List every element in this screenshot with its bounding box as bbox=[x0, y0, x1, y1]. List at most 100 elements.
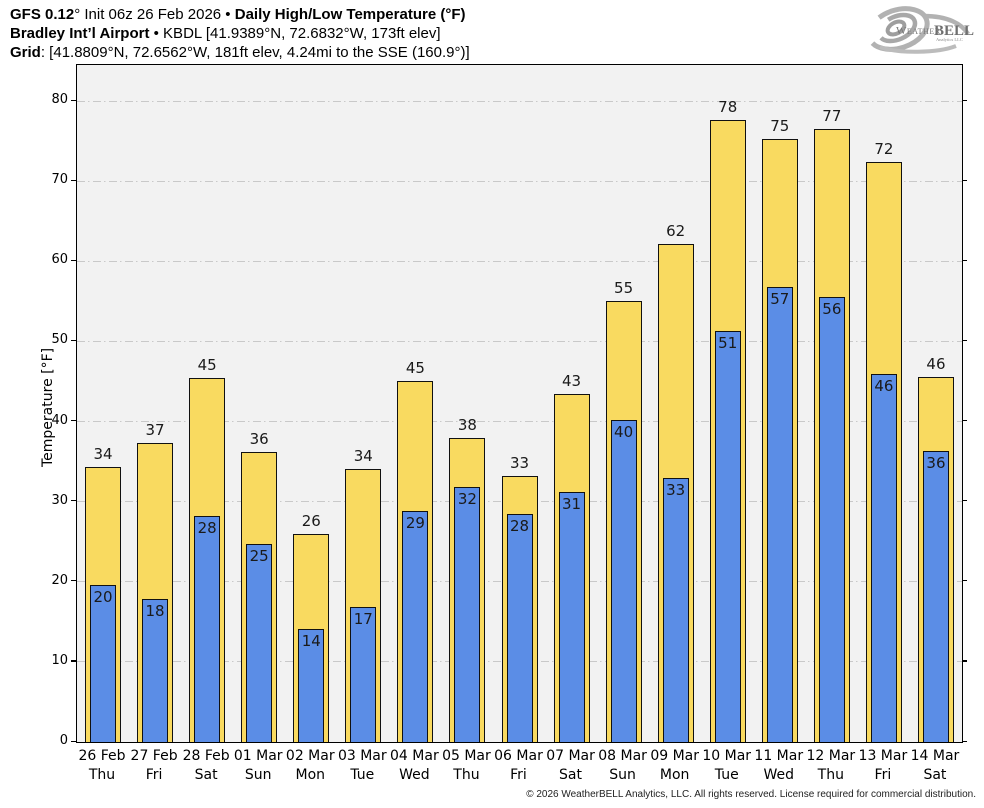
logo-bell-text: BELL bbox=[934, 23, 974, 39]
x-tick-day: Wed bbox=[763, 767, 795, 783]
low-value-label: 56 bbox=[822, 300, 842, 319]
y-tick-mark-right bbox=[962, 420, 967, 422]
y-tick-mark bbox=[71, 259, 76, 261]
low-bar bbox=[922, 451, 949, 742]
y-tick-mark-right bbox=[962, 740, 967, 742]
x-tick-date: 11 Mar bbox=[754, 748, 804, 764]
x-tick-day: Thu bbox=[453, 767, 480, 783]
y-tick-label: 20 bbox=[51, 572, 68, 588]
high-value-label: 62 bbox=[666, 222, 686, 241]
header-line-station: Bradley Int’l Airport • KBDL [41.9389°N,… bbox=[10, 24, 470, 43]
low-bar bbox=[90, 584, 117, 742]
station-name: Bradley Int’l Airport bbox=[10, 25, 150, 42]
y-tick-mark bbox=[71, 179, 76, 181]
high-value-label: 37 bbox=[145, 421, 165, 440]
y-tick-mark bbox=[71, 339, 76, 342]
high-value-label: 36 bbox=[249, 429, 269, 448]
low-value-label: 28 bbox=[509, 517, 530, 536]
x-tick-date: 01 Mar bbox=[233, 748, 283, 764]
model-name: GFS 0.12 bbox=[10, 6, 75, 23]
low-bar bbox=[454, 487, 481, 742]
x-tick-day: Tue bbox=[350, 767, 375, 783]
y-tick-label: 80 bbox=[51, 92, 68, 108]
high-value-label: 45 bbox=[197, 356, 217, 375]
x-tick-date: 14 Mar bbox=[910, 748, 960, 764]
low-value-label: 20 bbox=[93, 587, 113, 606]
y-tick-label: 10 bbox=[51, 652, 68, 668]
low-value-label: 31 bbox=[561, 495, 582, 514]
y-tick-mark-right bbox=[962, 580, 967, 582]
y-tick-mark-right bbox=[962, 99, 967, 101]
logo-weather-text: Weather bbox=[896, 25, 941, 37]
x-tick-date: 03 Mar bbox=[337, 748, 387, 764]
low-bar bbox=[766, 286, 793, 742]
y-tick-mark bbox=[71, 500, 76, 502]
x-tick-day: Thu bbox=[817, 767, 844, 783]
low-value-label: 14 bbox=[301, 632, 321, 651]
y-tick-mark bbox=[71, 660, 76, 662]
x-tick-day: Thu bbox=[88, 767, 116, 783]
low-bar bbox=[142, 598, 169, 742]
low-bar bbox=[402, 511, 429, 742]
x-tick-date: 02 Mar bbox=[285, 748, 335, 764]
low-bar bbox=[818, 297, 845, 742]
y-tick-label: 60 bbox=[51, 252, 68, 268]
x-tick-date: 09 Mar bbox=[650, 748, 699, 764]
high-value-label: 34 bbox=[353, 446, 373, 465]
low-bar bbox=[350, 606, 377, 742]
x-tick-day: Sun bbox=[244, 767, 272, 783]
x-tick-date: 08 Mar bbox=[598, 748, 647, 764]
x-tick-day: Fri bbox=[874, 767, 892, 783]
low-value-label: 40 bbox=[614, 422, 634, 441]
low-bar bbox=[558, 492, 585, 742]
x-tick-date: 13 Mar bbox=[858, 748, 908, 764]
y-axis-title: Temperature [°F] bbox=[40, 347, 56, 467]
low-value-label: 18 bbox=[145, 601, 165, 620]
plot-area: Temperature [°F] 34 20 37 18 45 28 36 25 26 14 34 1… bbox=[40, 64, 963, 743]
x-tick-date: 05 Mar bbox=[442, 748, 491, 764]
low-value-label: 29 bbox=[405, 514, 425, 533]
x-tick-date: 04 Mar bbox=[390, 748, 439, 764]
x-tick-date: 06 Mar bbox=[494, 748, 543, 764]
high-value-label: 43 bbox=[561, 372, 582, 391]
grid-line bbox=[77, 421, 962, 423]
low-bar bbox=[610, 419, 637, 742]
y-tick-mark-right bbox=[962, 179, 967, 181]
y-tick-label: 40 bbox=[51, 412, 68, 428]
low-value-label: 17 bbox=[353, 609, 373, 628]
low-value-label: 32 bbox=[457, 490, 477, 509]
low-bar bbox=[870, 374, 897, 742]
high-value-label: 26 bbox=[301, 511, 321, 530]
x-tick-date: 07 Mar bbox=[546, 748, 595, 764]
y-tick-mark bbox=[71, 740, 76, 742]
low-bar bbox=[194, 516, 221, 742]
y-tick-mark-right bbox=[962, 339, 967, 342]
init-time: ° Init 06z 26 Feb 2026 • bbox=[74, 6, 235, 23]
header-line-model: GFS 0.12° Init 06z 26 Feb 2026 • Daily H… bbox=[10, 5, 470, 24]
low-value-label: 28 bbox=[197, 519, 217, 538]
hurricane-swirl-icon bbox=[866, 6, 970, 54]
logo-subtitle-text: Analytics LLC bbox=[936, 37, 963, 42]
x-tick-day: Fri bbox=[145, 767, 163, 783]
high-value-label: 33 bbox=[509, 454, 530, 473]
low-bar bbox=[506, 514, 533, 742]
high-value-label: 75 bbox=[770, 116, 790, 135]
y-tick-mark bbox=[71, 99, 76, 101]
x-tick-date: 28 Feb bbox=[182, 748, 230, 764]
low-bar bbox=[298, 629, 325, 742]
low-value-label: 36 bbox=[926, 454, 946, 473]
high-value-label: 38 bbox=[457, 416, 477, 435]
y-tick-label: 30 bbox=[51, 492, 68, 508]
high-value-label: 55 bbox=[614, 279, 634, 298]
low-bar bbox=[714, 331, 741, 742]
low-bar bbox=[246, 544, 273, 742]
x-tick-day: Fri bbox=[510, 767, 527, 783]
low-value-label: 33 bbox=[666, 480, 686, 499]
x-tick-day: Sat bbox=[923, 767, 947, 783]
high-value-label: 34 bbox=[93, 445, 113, 464]
grid-line bbox=[77, 340, 962, 342]
chart-header: GFS 0.12° Init 06z 26 Feb 2026 • Daily H… bbox=[10, 5, 470, 62]
low-value-label: 25 bbox=[249, 547, 269, 566]
high-value-label: 45 bbox=[405, 358, 425, 377]
y-tick-label: 70 bbox=[51, 172, 68, 188]
